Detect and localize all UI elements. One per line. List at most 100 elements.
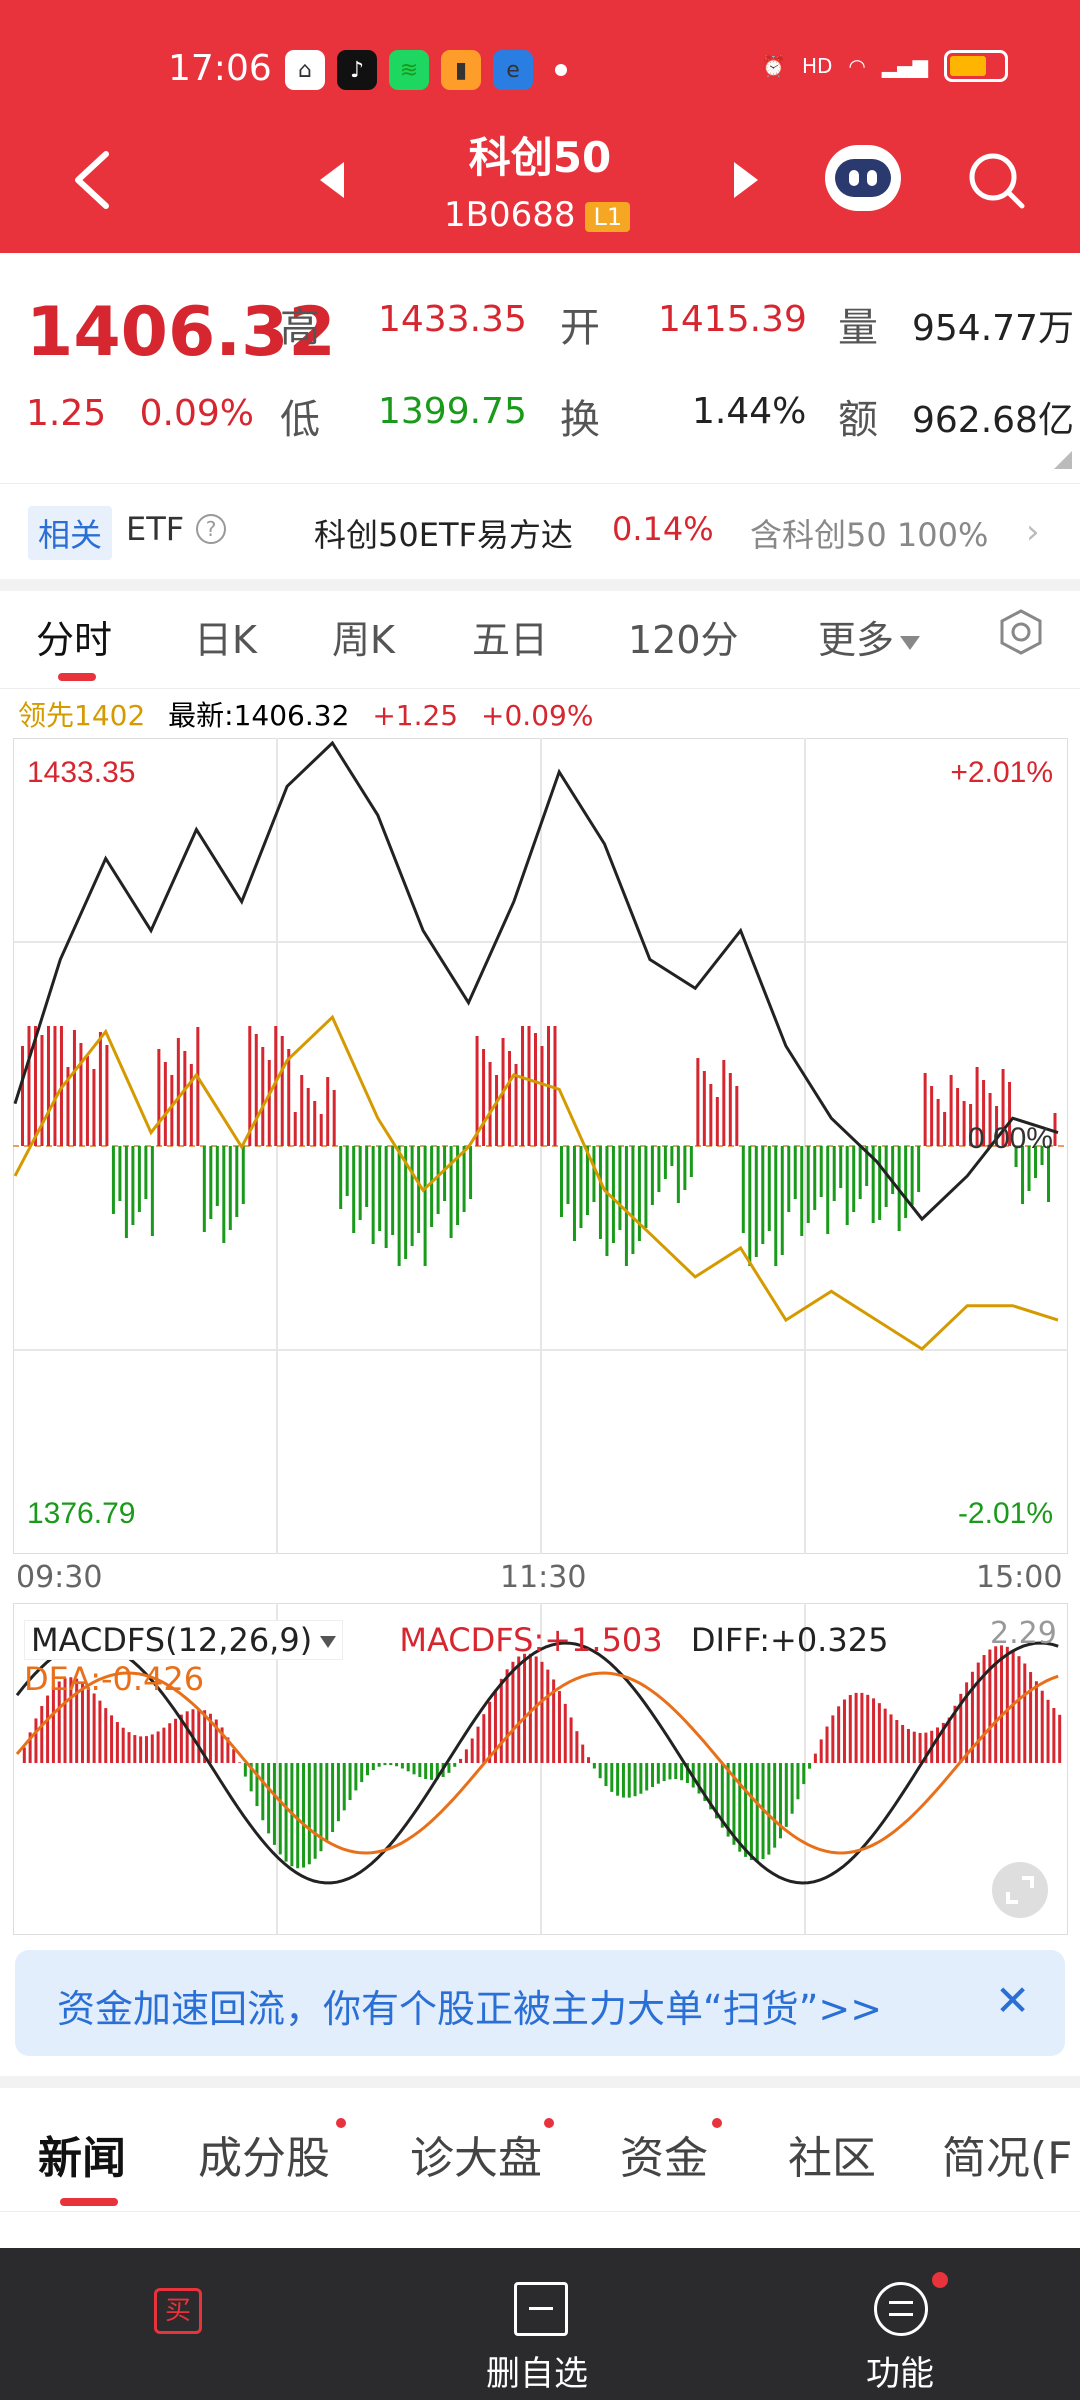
remove-watchlist-icon[interactable]: [514, 2282, 568, 2336]
flow-bar: [46, 1026, 50, 1146]
flow-bar: [469, 1146, 473, 1199]
stock-code-text: 1B0688: [444, 195, 576, 235]
flow-bar: [715, 1097, 719, 1146]
prev-stock-icon[interactable]: [320, 162, 344, 198]
macd-bar: [226, 1737, 230, 1763]
flow-bar: [1047, 1146, 1051, 1202]
tab-components[interactable]: 成分股: [198, 2133, 330, 2184]
intraday-chart[interactable]: 1433.35 +2.01% 0.00% 1376.79 -2.01% 09:3…: [13, 738, 1068, 1554]
assistant-robot-icon[interactable]: [825, 145, 901, 211]
flow-bar: [1008, 1082, 1012, 1146]
header: 17:06 ⌂ ♪ ≋ ▮ e ⏰ HD ◠ ▂▄▆ 科创50 1B0688 L1: [0, 0, 1080, 253]
flow-bar: [683, 1146, 687, 1190]
macd-bar: [715, 1763, 718, 1819]
flow-bar: [423, 1146, 427, 1266]
fullscreen-icon[interactable]: [992, 1862, 1048, 1918]
macd-bar: [459, 1758, 463, 1763]
tab-community[interactable]: 社区: [788, 2133, 876, 2184]
macd-bar: [255, 1763, 259, 1807]
expand-corner-icon[interactable]: [1054, 451, 1072, 469]
price-line: [13, 740, 1059, 1222]
quote-panel: 1406.32 1.25 0.09% 高 1433.35 低 1399.75 开…: [0, 253, 1080, 483]
macd-bar: [144, 1736, 148, 1763]
settings-icon[interactable]: [998, 609, 1044, 655]
macd-bar: [336, 1763, 340, 1822]
dea-value: DEA:-0.426: [24, 1660, 205, 1698]
tab-120min[interactable]: 120分: [628, 618, 739, 662]
functions-button[interactable]: 功能: [866, 2354, 934, 2394]
more-notifications-icon: [555, 64, 567, 76]
hd-icon: HD: [801, 54, 833, 78]
promo-banner[interactable]: 资金加速回流，你有个股正被主力大单“扫货”>> ✕: [15, 1950, 1065, 2056]
chevron-right-icon[interactable]: ›: [1026, 512, 1040, 552]
close-icon[interactable]: ✕: [995, 1976, 1031, 2025]
macd-bar: [813, 1753, 817, 1763]
flow-bar: [605, 1146, 609, 1256]
flow-bar: [514, 1064, 518, 1146]
change-percent: 0.09%: [139, 393, 254, 434]
macd-bar: [168, 1723, 172, 1763]
flow-bar: [261, 1047, 265, 1146]
chart-min-label: 1376.79: [27, 1497, 135, 1530]
flow-bar: [358, 1146, 362, 1220]
tab-daily-k[interactable]: 日K: [194, 618, 257, 662]
battery-icon: [944, 50, 1008, 82]
new-dot-icon: [336, 2118, 346, 2128]
search-icon[interactable]: [966, 150, 1026, 210]
macd-bar: [563, 1703, 567, 1763]
tab-more-label: 更多: [818, 618, 895, 662]
macd-bar: [342, 1763, 346, 1811]
chart-info-bar: 领先1402 最新:1406.32 +1.25 +0.09%: [18, 694, 607, 734]
flow-bar: [456, 1146, 460, 1225]
flow-bar: [540, 1046, 544, 1146]
macd-bar: [877, 1703, 881, 1763]
next-stock-icon[interactable]: [734, 162, 758, 198]
tab-weekly-k[interactable]: 周K: [332, 618, 395, 662]
amount-value: 962.68亿: [912, 400, 1074, 441]
flow-bar: [521, 1026, 525, 1146]
current-price: 1406.32: [26, 293, 336, 372]
macd-bar: [22, 1747, 26, 1763]
macd-selector[interactable]: MACDFS(12,26,9): [24, 1620, 344, 1660]
tab-more[interactable]: 更多: [818, 609, 921, 664]
chart-mid-pct: 0.00%: [968, 1122, 1053, 1155]
macd-bar: [854, 1692, 858, 1763]
tab-profile[interactable]: 简况(F: [942, 2133, 1073, 2184]
flow-bar: [800, 1146, 804, 1236]
macd-bar: [941, 1722, 945, 1763]
macd-bar: [784, 1763, 788, 1827]
macd-bar: [796, 1763, 800, 1800]
etf-name[interactable]: 科创50ETF易方达: [314, 516, 573, 554]
macd-bar: [744, 1763, 748, 1857]
functions-icon[interactable]: [874, 2282, 928, 2336]
tab-funds[interactable]: 资金: [620, 2133, 708, 2184]
tab-news[interactable]: 新闻: [38, 2133, 126, 2184]
related-etf-bar[interactable]: 相关 ETF ? 科创50ETF易方达 0.14% 含科创50 100% ›: [0, 483, 1080, 579]
buy-icon[interactable]: 买: [154, 2288, 202, 2334]
flow-bar: [904, 1146, 908, 1218]
flow-bar: [754, 1146, 758, 1257]
macd-bar: [1029, 1672, 1033, 1763]
back-icon[interactable]: [70, 150, 114, 210]
macd-bar: [267, 1763, 271, 1834]
tab-intraday[interactable]: 分时: [36, 618, 113, 662]
macd-bar: [1040, 1690, 1044, 1763]
macd-bar: [220, 1727, 224, 1763]
macd-bar: [197, 1708, 201, 1763]
banner-text[interactable]: 资金加速回流，你有个股正被主力大单“扫货”>>: [57, 1987, 883, 2031]
flow-bar: [371, 1146, 375, 1244]
macd-bar: [28, 1732, 32, 1763]
help-icon[interactable]: ?: [196, 514, 226, 544]
macd-bar: [1034, 1681, 1038, 1763]
macd-bar: [842, 1699, 846, 1763]
flow-bar: [696, 1058, 700, 1146]
alarm-icon: ⏰: [761, 54, 786, 78]
macd-bar: [610, 1763, 614, 1792]
macd-bar: [976, 1662, 980, 1763]
flow-bar: [1053, 1113, 1057, 1146]
tab-five-day[interactable]: 五日: [472, 618, 549, 662]
remove-watchlist-button[interactable]: 删自选: [486, 2354, 588, 2394]
macd-bar: [790, 1763, 794, 1814]
flow-bar: [858, 1146, 862, 1199]
tab-diagnose[interactable]: 诊大盘: [410, 2133, 542, 2184]
